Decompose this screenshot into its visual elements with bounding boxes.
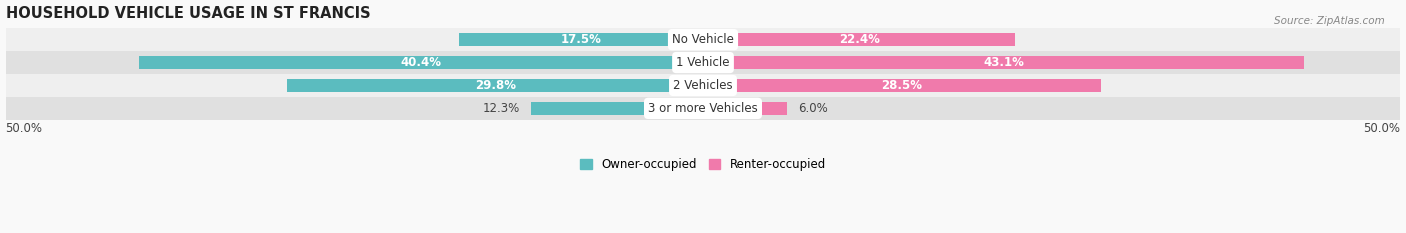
Bar: [703, 102, 787, 115]
Bar: [6, 74, 1400, 97]
Text: No Vehicle: No Vehicle: [672, 33, 734, 46]
Text: 3 or more Vehicles: 3 or more Vehicles: [648, 102, 758, 115]
Bar: [6, 28, 1400, 51]
Text: 12.3%: 12.3%: [484, 102, 520, 115]
Text: 2 Vehicles: 2 Vehicles: [673, 79, 733, 92]
Text: 1 Vehicle: 1 Vehicle: [676, 56, 730, 69]
Bar: [139, 56, 703, 69]
Bar: [458, 33, 703, 46]
Bar: [703, 56, 1305, 69]
Bar: [703, 79, 1101, 92]
Bar: [287, 79, 703, 92]
Text: 43.1%: 43.1%: [983, 56, 1024, 69]
Text: 29.8%: 29.8%: [475, 79, 516, 92]
Text: 6.0%: 6.0%: [797, 102, 828, 115]
Text: 17.5%: 17.5%: [561, 33, 602, 46]
Text: 50.0%: 50.0%: [1364, 122, 1400, 135]
Bar: [531, 102, 703, 115]
Bar: [703, 33, 1015, 46]
Text: 50.0%: 50.0%: [6, 122, 42, 135]
Text: 22.4%: 22.4%: [839, 33, 880, 46]
Text: HOUSEHOLD VEHICLE USAGE IN ST FRANCIS: HOUSEHOLD VEHICLE USAGE IN ST FRANCIS: [6, 6, 370, 21]
Bar: [6, 97, 1400, 120]
Legend: Owner-occupied, Renter-occupied: Owner-occupied, Renter-occupied: [575, 153, 831, 176]
Text: 28.5%: 28.5%: [882, 79, 922, 92]
Bar: [6, 51, 1400, 74]
Text: Source: ZipAtlas.com: Source: ZipAtlas.com: [1274, 16, 1385, 26]
Text: 40.4%: 40.4%: [401, 56, 441, 69]
